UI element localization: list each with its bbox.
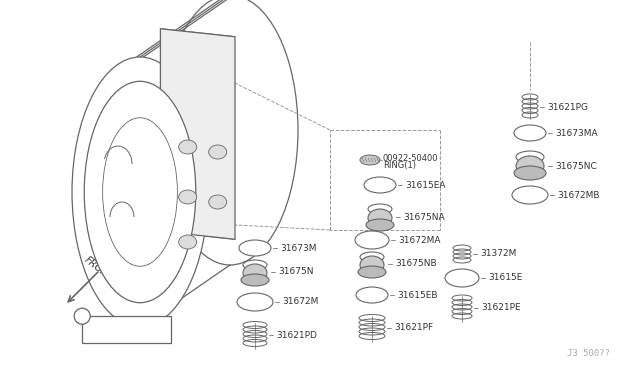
Ellipse shape: [368, 209, 392, 227]
Text: 31621PD: 31621PD: [276, 330, 317, 340]
Text: 00922-50400: 00922-50400: [383, 154, 438, 163]
Ellipse shape: [239, 240, 271, 256]
Text: 31672M: 31672M: [282, 298, 318, 307]
Ellipse shape: [358, 266, 386, 278]
Ellipse shape: [445, 269, 479, 287]
Ellipse shape: [368, 204, 392, 214]
Text: 31673M: 31673M: [280, 244, 317, 253]
Ellipse shape: [84, 81, 196, 303]
Ellipse shape: [360, 252, 384, 262]
Ellipse shape: [209, 145, 227, 159]
Text: 31621PF: 31621PF: [394, 324, 433, 333]
Ellipse shape: [74, 308, 90, 324]
Ellipse shape: [179, 140, 196, 154]
Ellipse shape: [516, 156, 544, 176]
Text: 31672MB: 31672MB: [557, 190, 600, 199]
Ellipse shape: [366, 219, 394, 231]
Text: 31675NC: 31675NC: [555, 161, 596, 170]
Ellipse shape: [179, 190, 196, 204]
Text: 31675N: 31675N: [278, 267, 314, 276]
Ellipse shape: [179, 235, 196, 249]
Ellipse shape: [514, 125, 546, 141]
Ellipse shape: [241, 274, 269, 286]
Ellipse shape: [516, 151, 544, 163]
Text: 31615E: 31615E: [488, 273, 522, 282]
Text: 31621PE: 31621PE: [481, 304, 520, 312]
Ellipse shape: [243, 260, 267, 270]
Ellipse shape: [72, 57, 208, 327]
Polygon shape: [161, 29, 235, 239]
Ellipse shape: [364, 177, 396, 193]
Ellipse shape: [514, 166, 546, 180]
Ellipse shape: [360, 256, 384, 274]
Text: FRONT: FRONT: [83, 255, 115, 283]
Text: 31675NB: 31675NB: [395, 260, 436, 269]
Text: 31621PG: 31621PG: [547, 103, 588, 112]
Text: 31372M: 31372M: [480, 250, 516, 259]
Text: 31615EB: 31615EB: [397, 291, 438, 299]
Text: J3 500??: J3 500??: [567, 349, 610, 358]
Text: 31673MA: 31673MA: [555, 128, 598, 138]
Ellipse shape: [237, 293, 273, 311]
Ellipse shape: [360, 155, 380, 165]
Ellipse shape: [162, 0, 298, 265]
Text: 31672MA: 31672MA: [398, 235, 440, 244]
Ellipse shape: [356, 287, 388, 303]
Text: 31675NA: 31675NA: [403, 212, 445, 221]
Ellipse shape: [355, 231, 389, 249]
Text: RING(1): RING(1): [383, 160, 416, 170]
Text: 31615EA: 31615EA: [405, 180, 445, 189]
Ellipse shape: [512, 186, 548, 204]
Ellipse shape: [243, 264, 267, 282]
Ellipse shape: [209, 195, 227, 209]
Polygon shape: [82, 316, 171, 343]
